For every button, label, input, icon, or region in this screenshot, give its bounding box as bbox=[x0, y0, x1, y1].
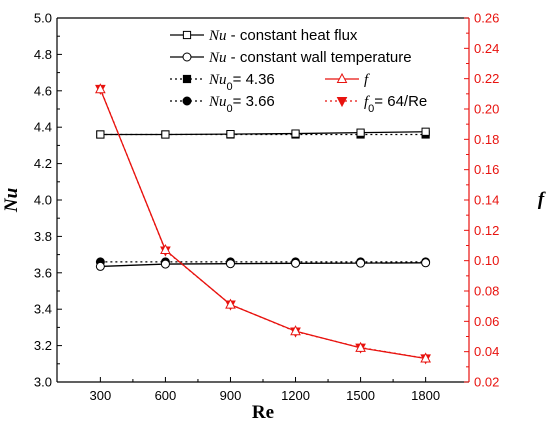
x-tick-label: 300 bbox=[90, 388, 112, 403]
legend-label: f bbox=[364, 72, 370, 88]
y-right-tick-label: 0.20 bbox=[474, 102, 499, 117]
data-point bbox=[225, 259, 235, 269]
x-tick-label: 600 bbox=[155, 388, 177, 403]
y-left-tick-label: 5.0 bbox=[34, 11, 52, 26]
y-left-tick-label: 4.2 bbox=[34, 156, 52, 171]
legend-item-2: Nu0= 4.36 bbox=[170, 71, 275, 93]
series-line bbox=[100, 131, 426, 136]
y-right-tick-label: 0.16 bbox=[474, 162, 499, 177]
y-left-tick-label: 4.4 bbox=[34, 120, 52, 135]
legend-marker bbox=[336, 97, 348, 108]
y-right-tick-label: 0.12 bbox=[474, 223, 499, 238]
series-layer bbox=[95, 83, 431, 365]
data-point bbox=[225, 298, 236, 309]
y-axis-left-title: Nu bbox=[1, 188, 22, 213]
y-right-tick-label: 0.08 bbox=[474, 284, 499, 299]
legend-item-4: Nu0= 3.66 bbox=[170, 93, 275, 115]
series-0 bbox=[96, 127, 430, 139]
legend-marker bbox=[182, 74, 192, 84]
data-point bbox=[356, 128, 365, 137]
legend-item-1: Nu - constant wall temperature bbox=[170, 49, 412, 66]
series-1 bbox=[95, 258, 431, 271]
x-axis-title: Re bbox=[252, 402, 274, 423]
data-point bbox=[95, 261, 105, 271]
y-left-tick-label: 3.6 bbox=[34, 265, 52, 280]
data-point bbox=[95, 83, 106, 94]
y-axis-right: 0.02 0.04 0.06 0.08 0.10 0.12 0.14 0.16 0.18 0.20… bbox=[464, 11, 499, 390]
data-point bbox=[356, 258, 366, 268]
data-point bbox=[291, 258, 301, 268]
y-axis-left: 3.0 3.2 3.4 3.6 3.8 4.0 4.2 4.4 4.6 4.8 5.0 bbox=[34, 11, 62, 390]
y-left-tick-label: 3.0 bbox=[34, 375, 52, 390]
x-tick-label: 900 bbox=[220, 388, 242, 403]
x-axis: 300 600 900 1200 1500 1800 bbox=[90, 377, 440, 403]
data-point bbox=[291, 129, 300, 138]
y-right-tick-label: 0.22 bbox=[474, 71, 499, 86]
x-tick-label: 1800 bbox=[411, 388, 440, 403]
y-right-tick-label: 0.18 bbox=[474, 132, 499, 147]
y-left-tick-label: 3.4 bbox=[34, 302, 52, 317]
legend-item-3: f bbox=[325, 72, 370, 88]
data-point bbox=[290, 325, 301, 336]
data-point bbox=[226, 130, 235, 139]
series-3 bbox=[95, 83, 431, 363]
y-left-tick-label: 4.6 bbox=[34, 83, 52, 98]
legend-marker bbox=[182, 30, 192, 40]
data-point bbox=[421, 258, 431, 268]
legend-marker bbox=[336, 72, 348, 83]
x-tick-label: 1500 bbox=[346, 388, 375, 403]
data-point bbox=[96, 130, 105, 139]
y-right-tick-label: 0.24 bbox=[474, 41, 499, 56]
y-right-tick-label: 0.04 bbox=[474, 344, 499, 359]
series-line bbox=[100, 262, 426, 268]
y-left-tick-label: 3.2 bbox=[34, 338, 52, 353]
data-point bbox=[420, 352, 431, 363]
y-right-tick-label: 0.10 bbox=[474, 253, 499, 268]
legend-item-0: Nu - constant heat flux bbox=[170, 27, 358, 44]
y-left-tick-label: 3.8 bbox=[34, 229, 52, 244]
data-point bbox=[355, 341, 366, 352]
y-right-tick-label: 0.14 bbox=[474, 193, 499, 208]
data-point bbox=[421, 127, 430, 136]
legend-label: Nu - constant wall temperature bbox=[208, 49, 412, 66]
y-left-tick-label: 4.8 bbox=[34, 47, 52, 62]
y-right-tick-label: 0.06 bbox=[474, 314, 499, 329]
legend-label: Nu0= 4.36 bbox=[208, 71, 275, 93]
legend-item-5: f0= 64/Re bbox=[325, 93, 427, 115]
y-right-tick-label: 0.02 bbox=[474, 375, 499, 390]
series-5 bbox=[95, 84, 431, 365]
y-axis-right-title: f bbox=[538, 189, 546, 210]
legend-label: Nu0= 3.66 bbox=[208, 93, 275, 115]
legend-marker bbox=[182, 52, 192, 62]
data-point bbox=[160, 259, 170, 269]
legend: Nu - constant heat flux Nu - constant wal… bbox=[170, 27, 427, 115]
y-right-tick-label: 0.26 bbox=[474, 11, 499, 26]
legend-marker bbox=[182, 96, 192, 106]
y-left-tick-label: 4.0 bbox=[34, 193, 52, 208]
legend-label: f0= 64/Re bbox=[364, 93, 427, 115]
x-tick-label: 1200 bbox=[281, 388, 310, 403]
legend-label: Nu - constant heat flux bbox=[208, 27, 358, 44]
series-line bbox=[99, 89, 426, 360]
data-point bbox=[161, 130, 170, 139]
data-point bbox=[160, 243, 171, 255]
